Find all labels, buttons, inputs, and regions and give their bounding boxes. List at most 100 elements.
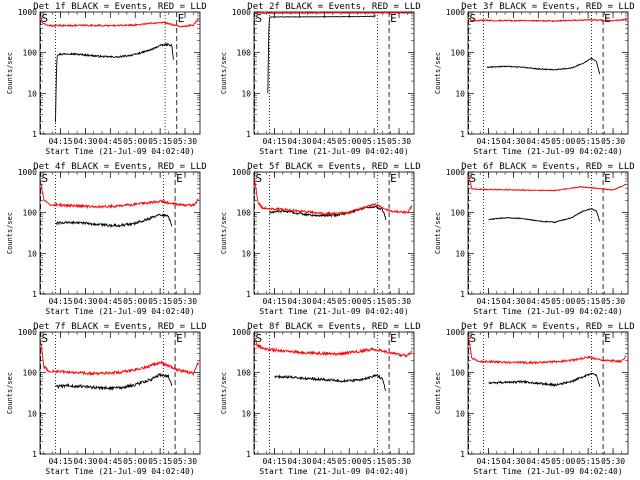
plot-frame	[467, 331, 629, 455]
y-tick-label: 1000	[446, 328, 465, 337]
lld-series-line	[468, 18, 627, 23]
y-tick-label: 1	[246, 290, 251, 299]
x-axis-label: Start Time (21-Jul-09 04:02:40)	[473, 467, 622, 476]
events-series-line	[55, 372, 173, 392]
y-axis-label: Counts/sec	[6, 372, 14, 414]
y-tick-label: 1000	[446, 168, 465, 177]
y-tick-label: 1	[460, 450, 465, 459]
x-tick-label: 04:15	[262, 297, 286, 306]
marker-label-s: S	[256, 172, 263, 185]
y-tick-label: 10	[241, 249, 251, 258]
x-tick-label: 05:15	[148, 137, 172, 146]
x-tick-label: 04:30	[501, 457, 525, 466]
y-tick-label: 100	[237, 209, 252, 218]
x-tick-label: 05:15	[148, 297, 172, 306]
marker-label-e: E	[176, 172, 183, 185]
events-series-line	[486, 57, 601, 75]
y-axis-label: Counts/sec	[220, 212, 228, 254]
y-tick-label: 100	[237, 49, 252, 58]
marker-label-s: S	[470, 172, 477, 185]
y-tick-label: 1	[32, 450, 37, 459]
marker-label-s: S	[470, 12, 477, 25]
x-tick-label: 05:30	[601, 297, 625, 306]
y-axis-label: Counts/sec	[434, 212, 442, 254]
x-tick-label: 04:45	[312, 457, 336, 466]
plot-frame	[253, 11, 415, 135]
x-tick-label: 04:45	[526, 137, 550, 146]
marker-label-e: E	[390, 172, 397, 185]
y-axis-label: Counts/sec	[6, 212, 14, 254]
x-tick-label: 04:30	[73, 297, 97, 306]
panel-title: Det 1f BLACK = Events, RED = LLD	[33, 2, 206, 12]
x-tick-label: 05:00	[123, 297, 147, 306]
events-series-line	[55, 42, 174, 123]
y-tick-label: 10	[27, 409, 37, 418]
y-tick-label: 10	[455, 249, 465, 258]
x-tick-label: 05:15	[576, 457, 600, 466]
x-tick-label: 05:30	[387, 457, 411, 466]
x-tick-label: 04:45	[526, 297, 550, 306]
x-tick-label: 04:15	[476, 137, 500, 146]
x-tick-label: 05:00	[123, 457, 147, 466]
x-tick-label: 04:15	[48, 457, 72, 466]
marker-label-s: S	[256, 12, 263, 25]
y-tick-label: 100	[23, 49, 38, 58]
marker-label-e: E	[178, 12, 185, 25]
marker-label-e: E	[176, 332, 183, 345]
y-tick-label: 10	[27, 89, 37, 98]
x-tick-label: 05:30	[173, 297, 197, 306]
plot-frame	[39, 11, 201, 135]
panel-title: Det 2f BLACK = Events, RED = LLD	[247, 2, 420, 12]
x-tick-label: 04:30	[73, 457, 97, 466]
panel-1: Det 1f BLACK = Events, RED = LLD 1 10 100 10…	[6, 2, 207, 156]
y-axis-label: Counts/sec	[6, 52, 14, 94]
x-tick-label: 05:15	[362, 297, 386, 306]
x-tick-label: 05:00	[337, 457, 361, 466]
marker-label-e: E	[604, 12, 611, 25]
x-axis-label: Start Time (21-Jul-09 04:02:40)	[45, 467, 194, 476]
x-axis-label: Start Time (21-Jul-09 04:02:40)	[259, 147, 408, 156]
events-series-line	[267, 15, 376, 94]
lld-series-line	[254, 338, 413, 358]
lld-series-line	[40, 340, 199, 377]
plot-frame	[253, 331, 415, 455]
x-tick-label: 05:00	[551, 457, 575, 466]
y-tick-label: 1	[32, 130, 37, 139]
x-axis-label: Start Time (21-Jul-09 04:02:40)	[473, 147, 622, 156]
x-tick-label: 05:15	[576, 137, 600, 146]
lld-series-line	[254, 11, 413, 15]
panel-title: Det 8f BLACK = Events, RED = LLD	[247, 322, 420, 332]
lld-series-line	[468, 175, 627, 192]
x-tick-label: 04:45	[312, 137, 336, 146]
y-tick-label: 10	[455, 89, 465, 98]
events-series-line	[274, 373, 387, 392]
x-tick-label: 05:00	[337, 137, 361, 146]
panel-8: Det 8f BLACK = Events, RED = LLD 1 10 100 10…	[220, 322, 421, 476]
x-tick-label: 04:45	[526, 457, 550, 466]
x-tick-label: 05:30	[601, 137, 625, 146]
y-axis-label: Counts/sec	[434, 52, 442, 94]
lld-series-line	[468, 335, 627, 365]
y-tick-label: 100	[23, 369, 38, 378]
plot-frame	[467, 11, 629, 135]
panel-7: Det 7f BLACK = Events, RED = LLD 1 10 100 10…	[6, 322, 207, 476]
panel-6: Det 6f BLACK = Events, RED = LLD 1 10 100 10…	[434, 162, 635, 316]
y-tick-label: 10	[241, 89, 251, 98]
y-tick-label: 100	[23, 209, 38, 218]
plot-frame	[39, 331, 201, 455]
y-tick-label: 1000	[232, 168, 251, 177]
x-tick-label: 05:30	[601, 457, 625, 466]
events-series-line	[55, 213, 173, 228]
plot-frame	[467, 171, 629, 295]
y-tick-label: 1000	[446, 8, 465, 17]
x-tick-label: 04:15	[262, 457, 286, 466]
y-tick-label: 1	[246, 130, 251, 139]
x-axis-label: Start Time (21-Jul-09 04:02:40)	[259, 307, 408, 316]
x-axis-label: Start Time (21-Jul-09 04:02:40)	[259, 467, 408, 476]
x-tick-label: 05:00	[337, 297, 361, 306]
x-tick-label: 05:30	[387, 297, 411, 306]
y-axis-label: Counts/sec	[220, 52, 228, 94]
marker-label-e: E	[604, 172, 611, 185]
x-axis-label: Start Time (21-Jul-09 04:02:40)	[45, 307, 194, 316]
